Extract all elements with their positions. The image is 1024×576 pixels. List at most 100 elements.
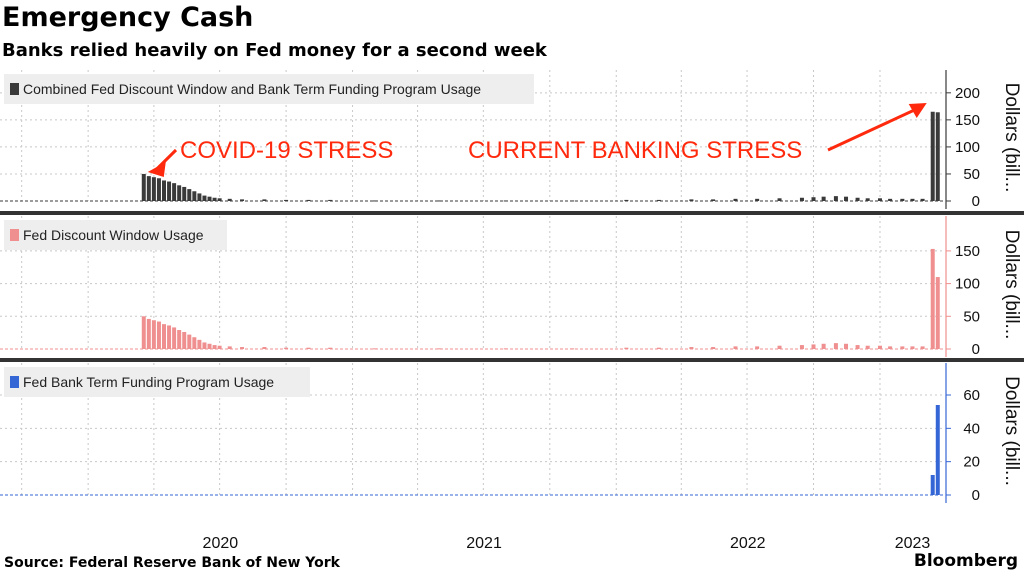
y-tick-label: 200 [955,85,980,102]
bar [197,193,202,201]
y-tick-label: 40 [963,420,980,437]
bar [733,198,738,201]
bar [570,200,575,202]
bar [372,348,377,350]
bar [212,345,217,349]
bar [227,346,232,349]
legend-box [4,74,534,104]
x-tick-label: 2022 [730,535,766,552]
legend-box [4,220,227,250]
annotation-arrowhead-covid [147,162,166,177]
bar [900,346,905,349]
y-tick-label: 0 [972,487,980,504]
bar [844,343,849,349]
x-tick-label: 2020 [203,535,239,552]
legend-swatch [10,83,19,95]
y-tick-label: 0 [972,341,980,358]
bar [799,197,804,201]
y-tick-label: 20 [963,454,980,471]
annotation-arrowhead-current [908,103,927,118]
bar [930,248,935,349]
bar [733,346,738,349]
bar [172,183,177,201]
bar [192,337,197,349]
bar [833,343,838,349]
bar [920,346,925,349]
legend-label: Combined Fed Discount Window and Bank Te… [23,81,481,97]
bar [217,345,222,349]
y-tick-label: 150 [955,112,980,129]
brand-logo: Bloomberg [913,551,1018,571]
annotation-current: CURRENT BANKING STRESS [468,137,802,164]
bar [217,198,222,201]
bar [855,197,860,201]
bar [156,178,161,201]
y-tick-label: 100 [955,139,980,156]
bar [372,200,377,202]
bar [799,345,804,349]
y-tick-label: 60 [963,387,980,404]
bar [187,334,192,349]
bar [920,198,925,201]
bar [141,316,146,349]
bar [865,198,870,201]
panel-divider [0,358,1024,362]
bar [935,405,940,495]
bar [821,196,826,201]
y-tick-label: 50 [963,166,980,183]
bar [262,347,267,349]
bar [656,199,661,201]
bar [877,345,882,349]
bar [156,321,161,349]
y-tick-label: 50 [963,308,980,325]
bar [212,197,217,201]
bar [833,196,838,201]
bar [437,200,442,202]
bar [284,347,289,349]
bar [935,277,940,349]
bar [306,347,311,349]
bar [910,198,915,201]
x-tick-label: 2023 [895,535,931,552]
page-title: Emergency Cash [2,2,254,33]
bar [167,325,172,349]
bar [877,198,882,201]
bar [202,342,207,349]
bar [177,185,182,201]
y-axis-label: Dollars (bill... [1001,83,1022,193]
bar [192,191,197,201]
bar [227,198,232,201]
bar [503,348,508,350]
bar [755,198,760,201]
panel-divider [0,211,1024,215]
bar [146,318,151,349]
bar [821,343,826,349]
bar [711,199,716,201]
bar [328,199,333,201]
bar [930,111,935,201]
bar [930,475,935,495]
bar [689,347,694,349]
y-axis-label: Dollars (bill... [1001,230,1022,340]
bar [306,199,311,201]
bar [844,196,849,201]
bar [811,344,816,349]
legend-label: Fed Discount Window Usage [23,227,204,243]
bar [570,348,575,350]
bar [182,186,187,201]
y-tick-label: 100 [955,276,980,293]
bar [711,347,716,349]
bar [197,339,202,349]
x-tick-label: 2021 [466,535,502,552]
bar [177,330,182,349]
bar [910,346,915,349]
y-tick-label: 0 [972,193,980,210]
bar [151,320,156,349]
bar [187,189,192,201]
bar [437,348,442,350]
bar [240,199,245,201]
page-subtitle: Banks relied heavily on Fed money for a … [2,40,547,61]
bar [777,198,782,201]
